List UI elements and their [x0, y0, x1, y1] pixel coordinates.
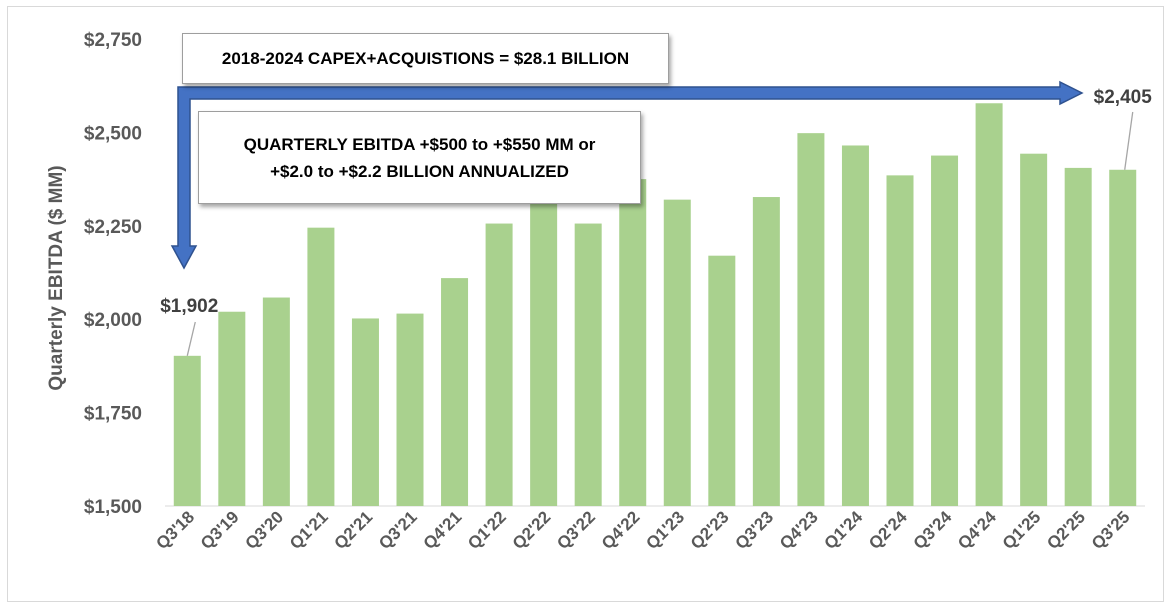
x-tick-label: Q4'22	[598, 507, 644, 553]
bar	[663, 199, 691, 506]
y-tick-label: $2,750	[84, 30, 142, 51]
x-tick-label: Q4'23	[776, 507, 822, 553]
bar	[886, 175, 914, 506]
data-label: $1,902	[160, 296, 218, 317]
x-tick-label: Q1'22	[464, 507, 510, 553]
data-label-leaders	[186, 111, 1134, 356]
x-tick-label: Q2'25	[1043, 507, 1089, 553]
y-tick-label: $2,250	[84, 217, 142, 238]
x-tick-label: Q3'20	[241, 507, 287, 553]
x-tick-label: Q3'23	[731, 507, 777, 553]
bar	[1020, 153, 1048, 507]
chart-frame	[7, 6, 1164, 602]
x-tick-label: Q2'24	[865, 507, 911, 553]
y-axis-ticks: $1,500 $1,750 $2,000 $2,250 $2,500 $2,750	[84, 30, 142, 518]
data-labels: $1,902 $2,405	[160, 87, 1152, 317]
y-axis-label: Quarterly EBITDA ($ MM)	[46, 165, 67, 390]
x-tick-label: Q2'21	[331, 507, 377, 553]
bar	[307, 227, 335, 506]
leader-line	[1124, 111, 1134, 170]
capex-annotation-box: 2018-2024 CAPEX+ACQUISTIONS = $28.1 BILL…	[182, 33, 669, 84]
x-tick-label: Q3'24	[910, 507, 956, 553]
ebitda-annotation-line2: +$2.0 to +$2.2 BILLION ANNUALIZED	[270, 161, 569, 181]
x-axis-ticks: Q3'18Q3'19Q3'20Q1'21Q2'21Q3'21Q4'21Q1'22…	[152, 507, 1133, 553]
y-tick-label: $2,500	[84, 123, 142, 144]
x-tick-label: Q3'19	[197, 507, 243, 553]
ebitda-annotation-line1: QUARTERLY EBITDA +$500 to +$550 MM or	[243, 134, 596, 154]
bar	[574, 223, 602, 506]
leader-line	[186, 321, 196, 356]
x-tick-label: Q3'21	[375, 507, 421, 553]
bar	[975, 103, 1003, 506]
bar	[619, 179, 647, 506]
x-tick-label: Q4'21	[420, 507, 466, 553]
bar	[441, 278, 469, 506]
bar	[173, 355, 201, 506]
x-tick-label: Q2'23	[687, 507, 733, 553]
ebitda-annotation-box: QUARTERLY EBITDA +$500 to +$550 MM or +$…	[198, 111, 641, 204]
bar	[396, 313, 424, 506]
bar	[262, 297, 290, 506]
x-tick-label: Q3'22	[553, 507, 599, 553]
data-label: $2,405	[1094, 87, 1153, 108]
x-tick-label: Q3'25	[1088, 507, 1134, 553]
bar	[351, 318, 379, 506]
y-tick-label: $2,000	[84, 310, 142, 331]
y-tick-label: $1,500	[84, 497, 142, 518]
bar	[1064, 167, 1092, 506]
capex-annotation-text: 2018-2024 CAPEX+ACQUISTIONS = $28.1 BILL…	[221, 48, 630, 68]
bars	[173, 103, 1137, 507]
bar	[530, 199, 558, 506]
x-tick-label: Q4'24	[954, 507, 1000, 553]
x-tick-label: Q1'21	[286, 507, 332, 553]
x-tick-label: Q1'25	[999, 507, 1045, 553]
y-tick-label: $1,750	[84, 404, 142, 425]
x-tick-label: Q2'22	[509, 507, 555, 553]
bar	[708, 255, 736, 506]
bar	[485, 223, 513, 506]
x-tick-label: Q3'18	[152, 507, 198, 553]
bar	[218, 311, 246, 506]
x-tick-label: Q1'23	[642, 507, 688, 553]
bar	[931, 155, 959, 506]
bar	[841, 145, 869, 506]
bar	[797, 133, 825, 506]
bar	[1109, 169, 1137, 506]
x-tick-label: Q1'24	[821, 507, 867, 553]
bar	[752, 197, 780, 506]
capex-arrow-shape	[170, 80, 1084, 270]
capex-arrow	[170, 80, 1084, 270]
